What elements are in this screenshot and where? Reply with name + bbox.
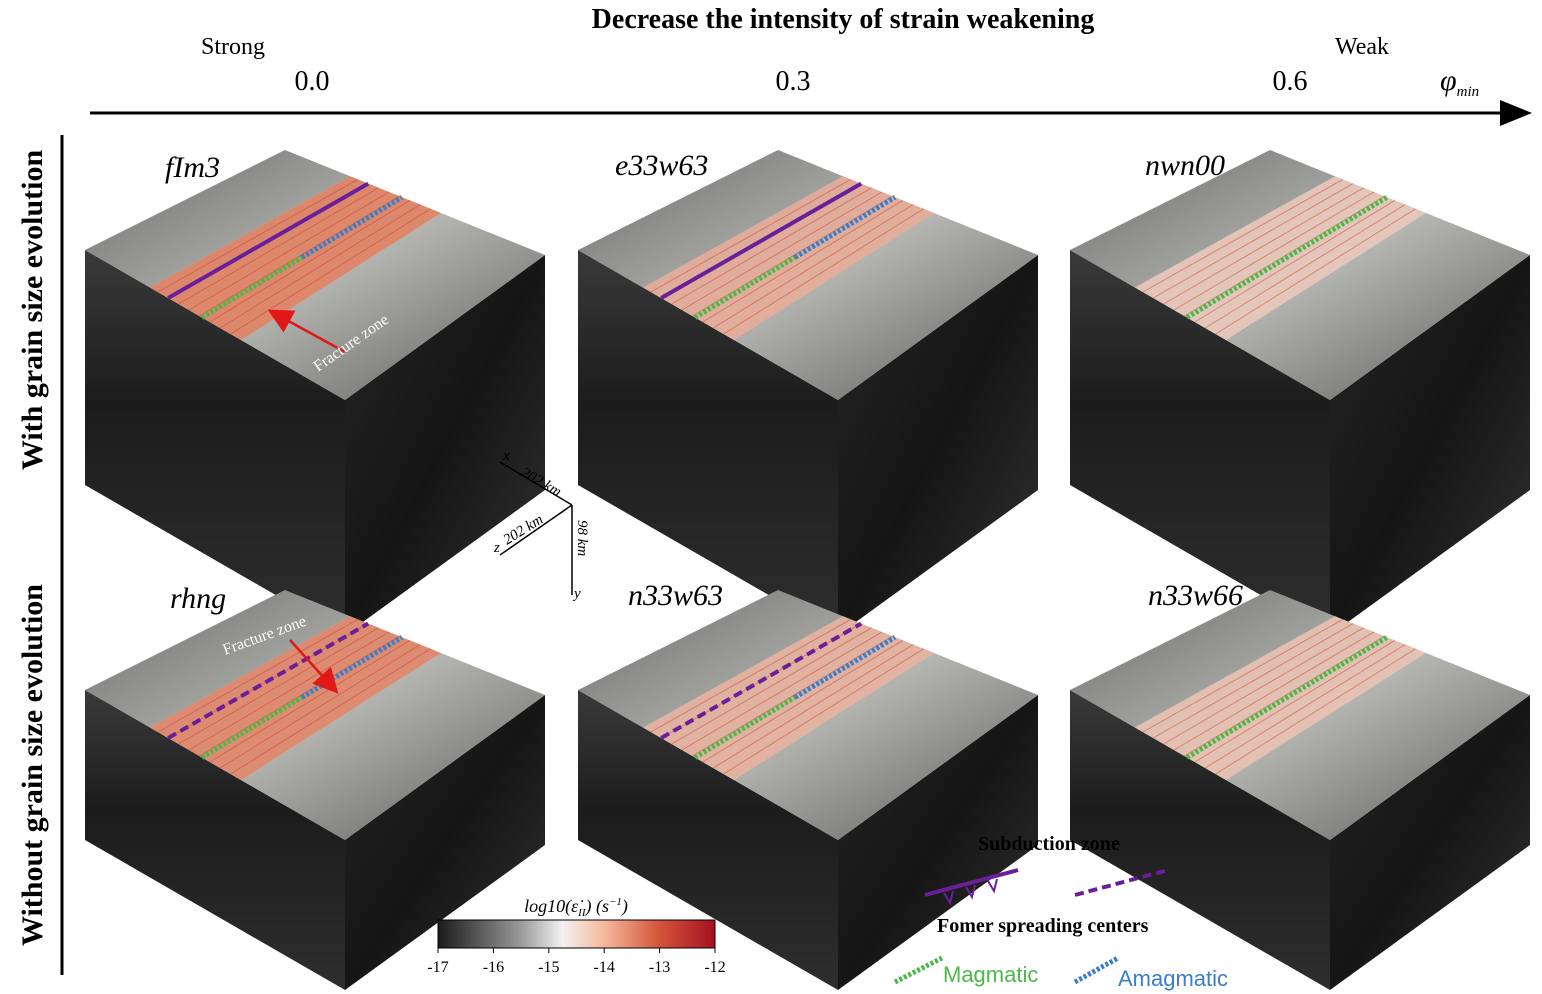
axis-value: 0.3 [776,66,811,97]
label-part: log10( [524,896,572,917]
colorbar-tick-label: -15 [538,959,559,976]
panel-title: n33w63 [628,579,723,612]
axis-symbol: φmin [1440,64,1479,100]
panel-title: n33w66 [1148,579,1243,612]
axis-x-label: x [502,448,510,464]
weak-label: Weak [1335,34,1389,60]
legend-amagmatic-line [1075,958,1118,982]
axis-value: 0.6 [1273,66,1308,97]
row-label: Without grain size evolution [16,584,49,946]
label-sup: −1 [609,896,622,908]
colorbar-label: log10(ε̇II) (s−1) [524,896,628,919]
model-block [85,150,545,635]
panel-title: rhng [170,582,226,615]
axis-z-label: z [493,540,500,556]
model-block [578,150,1038,635]
symbol-sub: min [1457,84,1480,100]
model-blocks [85,150,1530,990]
legend-heading: Subduction zone [978,833,1120,855]
axis-y-label: y [572,586,581,602]
colorbar-tick-label: -13 [649,959,670,976]
label-part: ) [621,896,628,917]
legend-heading: Fomer spreading centers [937,915,1149,937]
legend-magmatic: Magmatic [943,962,1038,987]
axis-y-length: 98 km [574,520,590,556]
colorbar-tick-label: -12 [704,959,725,976]
colorbar-tick-label: -16 [483,959,504,976]
colorbar-tick-label: -14 [594,959,615,976]
figure: Decrease the intensity of strain weakeni… [0,0,1542,994]
strong-label: Strong [201,34,265,60]
legend-amagmatic: Amagmatic [1118,966,1228,991]
panel-title: fIm3 [165,151,220,184]
axis-arrowhead [1500,100,1532,126]
axis-value: 0.0 [295,66,330,97]
label-part: ) (s [584,896,609,917]
row-label: With grain size evolution [16,150,49,471]
colorbar-ramp [438,920,715,948]
colorbar-tick-label: -17 [427,959,448,976]
model-block [1070,150,1530,635]
panel-title: e33w63 [615,149,708,182]
symbol: φ [1440,64,1457,97]
legend-magmatic-line [895,958,942,982]
colorbar: log10(ε̇II) (s−1) -17 -16 -15 -14 -13 -12 [427,896,725,976]
panel-title: nwn00 [1145,149,1225,182]
figure-title: Decrease the intensity of strain weakeni… [592,4,1095,35]
